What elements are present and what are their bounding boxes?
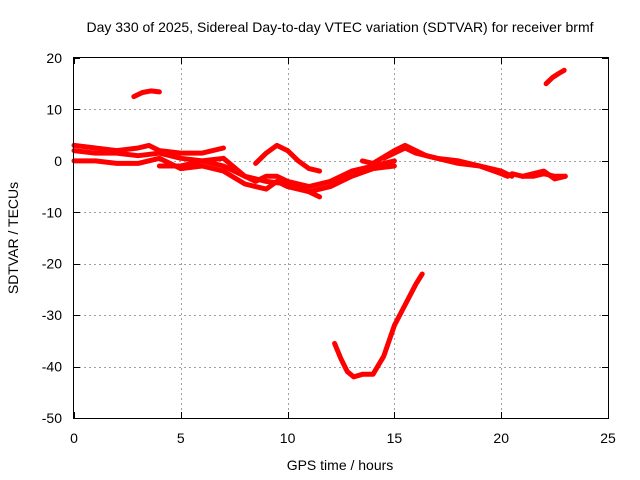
y-tick-label: 0 bbox=[54, 153, 62, 169]
series-arc-11 bbox=[543, 67, 567, 87]
y-tick-label: -30 bbox=[42, 307, 62, 323]
y-axis-label: SDTVAR / TECUs bbox=[5, 182, 21, 294]
axis-ticks: 0 5 10 15 20 25 -50 -40 -30 -20 -10 0 10 20 bbox=[42, 50, 616, 446]
y-tick-label: -50 bbox=[42, 410, 62, 426]
data-series bbox=[71, 67, 568, 380]
series-arc-12 bbox=[332, 271, 425, 380]
series-arc-6 bbox=[131, 88, 162, 100]
series-arc-5 bbox=[253, 142, 323, 174]
y-tick-label: -10 bbox=[42, 204, 62, 220]
x-tick-label: 10 bbox=[280, 430, 296, 446]
y-tick-label: 20 bbox=[46, 50, 62, 66]
series-arc-1 bbox=[71, 142, 226, 156]
series-arc-4 bbox=[156, 155, 397, 195]
y-tick-label: -20 bbox=[42, 256, 62, 272]
x-tick-label: 20 bbox=[493, 430, 509, 446]
grid bbox=[74, 58, 608, 418]
series-arc-8 bbox=[359, 142, 515, 179]
y-tick-label: 10 bbox=[46, 101, 62, 117]
x-axis-label: GPS time / hours bbox=[287, 457, 394, 473]
x-tick-label: 25 bbox=[600, 430, 616, 446]
chart-title: Day 330 of 2025, Sidereal Day-to-day VTE… bbox=[86, 19, 593, 35]
y-tick-label: -40 bbox=[42, 359, 62, 375]
x-tick-label: 15 bbox=[387, 430, 403, 446]
series-arc-10 bbox=[520, 168, 568, 182]
plot-frame bbox=[73, 57, 609, 419]
x-tick-label: 0 bbox=[70, 430, 78, 446]
x-tick-label: 5 bbox=[177, 430, 185, 446]
